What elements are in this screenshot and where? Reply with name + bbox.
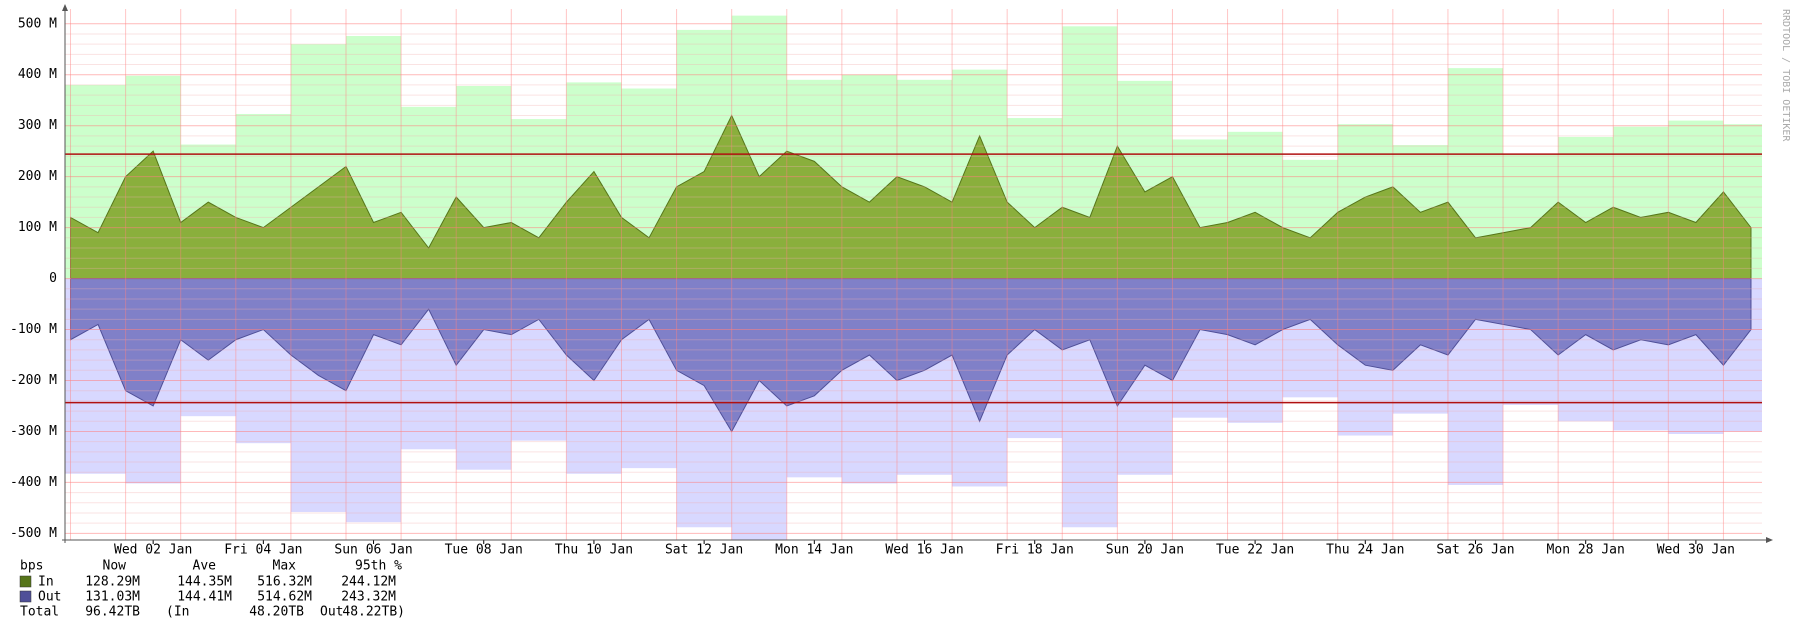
x-tick-label: Wed 30 Jan — [1657, 543, 1735, 558]
x-tick-label: Mon 28 Jan — [1547, 543, 1625, 558]
traffic-area — [70, 278, 1752, 433]
legend-total: Total — [20, 605, 59, 620]
legend-stat: 128.29M — [85, 575, 140, 590]
y-tick-label: -400 M — [10, 475, 57, 490]
legend-header: Now — [103, 559, 127, 574]
legend-header: Max — [273, 559, 297, 574]
legend-stat: 514.62M — [257, 590, 312, 605]
y-tick-label: -100 M — [10, 322, 57, 337]
watermark: RRDTOOL / TOBI OETIKER — [1780, 9, 1791, 142]
legend-swatch — [19, 575, 32, 588]
y-tick-label: 0 — [49, 271, 57, 286]
x-axis-arrow — [1766, 537, 1773, 543]
legend-total: 96.42TB — [85, 605, 140, 620]
legend-total: (In — [166, 605, 189, 620]
x-tick-label: Wed 02 Jan — [114, 543, 192, 558]
traffic-area — [70, 114, 1752, 280]
legend-stat: 144.41M — [177, 590, 232, 605]
x-tick-label: Wed 16 Jan — [885, 543, 963, 558]
x-tick-label: Thu 10 Jan — [555, 543, 633, 558]
legend-header: Ave — [193, 559, 217, 574]
x-tick-label: Fri 18 Jan — [996, 543, 1074, 558]
y-tick-label: 300 M — [18, 118, 57, 133]
x-tick-label: Sat 12 Jan — [665, 543, 743, 558]
legend-name: Out — [38, 590, 61, 605]
y-tick-label: -500 M — [10, 526, 57, 541]
y-axis-arrow — [62, 4, 68, 11]
legend-total: 48.22TB) — [342, 605, 405, 620]
legend-stat: 243.32M — [341, 590, 396, 605]
y-tick-label: -300 M — [10, 424, 57, 439]
x-tick-label: Sat 26 Jan — [1436, 543, 1514, 558]
y-tick-label: 100 M — [18, 220, 57, 235]
x-tick-label: Tue 22 Jan — [1216, 543, 1294, 558]
legend-total: 48.20TB — [249, 605, 304, 620]
legend-stat: 244.12M — [341, 575, 396, 590]
x-tick-label: Mon 14 Jan — [775, 543, 853, 558]
y-tick-label: 500 M — [18, 16, 57, 31]
legend-stat: 516.32M — [257, 575, 312, 590]
legend-stat: 144.35M — [177, 575, 232, 590]
y-tick-label: 200 M — [18, 169, 57, 184]
x-tick-label: Tue 08 Jan — [445, 543, 523, 558]
legend-stat: 131.03M — [85, 590, 140, 605]
legend-header: bps — [20, 559, 43, 574]
x-tick-label: Sun 20 Jan — [1106, 543, 1184, 558]
x-tick-label: Fri 04 Jan — [224, 543, 302, 558]
legend-header: 95th % — [355, 559, 402, 574]
x-tick-label: Sun 06 Jan — [334, 543, 412, 558]
y-tick-label: 400 M — [18, 67, 57, 82]
legend-total: Out — [320, 605, 343, 620]
x-tick-label: Thu 24 Jan — [1326, 543, 1404, 558]
legend-name: In — [38, 575, 54, 590]
legend-swatch — [19, 590, 32, 603]
y-tick-label: -200 M — [10, 373, 57, 388]
